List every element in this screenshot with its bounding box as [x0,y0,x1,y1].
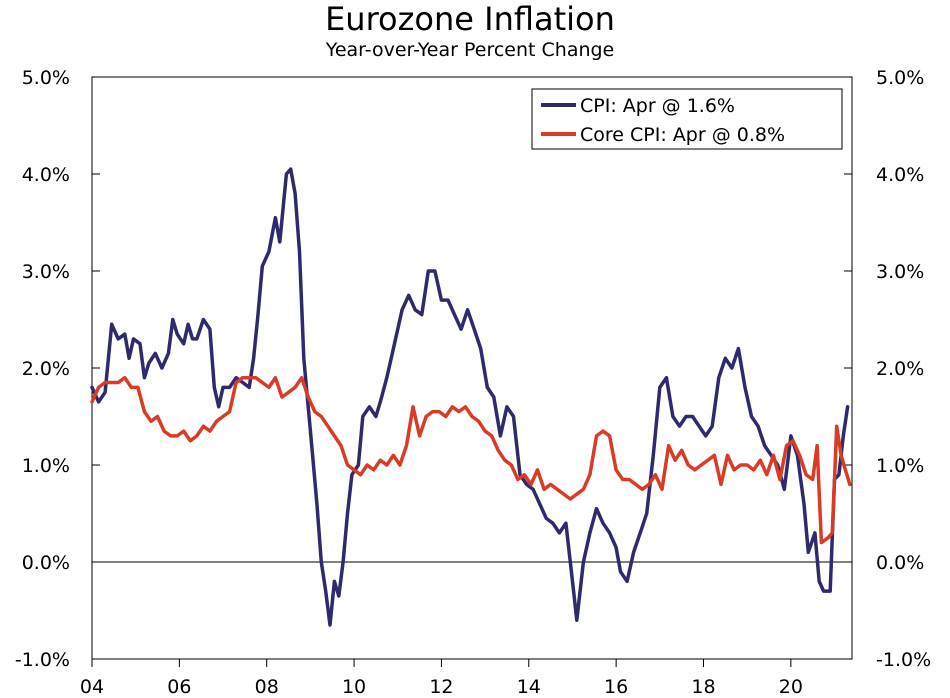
chart-subtitle: Year-over-Year Percent Change [325,39,615,61]
plot-area [91,76,853,660]
legend-box [531,88,843,150]
x-tick-label: 04 [80,676,104,698]
y-tick-label-right: 1.0% [876,455,924,477]
legend-label-cpi: CPI: Apr @ 1.6% [580,95,735,117]
x-tick-label: 06 [167,676,191,698]
x-tick-label: 10 [342,676,366,698]
chart-title: Eurozone Inflation [325,0,615,38]
legend-label-core-cpi: Core CPI: Apr @ 0.8% [580,124,785,146]
y-tick-label-left: 2.0% [22,358,70,380]
x-tick-label: 14 [517,676,541,698]
y-tick-label-left: 4.0% [22,164,70,186]
cpi-series-line [90,167,850,627]
y-tick-label-left: 0.0% [22,552,70,574]
y-tick-label-left: 5.0% [22,67,70,89]
y-tick-label-right: 5.0% [876,67,924,89]
y-tick-label-right: 2.0% [876,358,924,380]
y-tick-label-right: -1.0% [876,649,931,671]
x-tick-label: 08 [255,676,279,698]
x-tick-label: 20 [779,676,803,698]
y-tick-label-right: 0.0% [876,552,924,574]
y-tick-label-right: 4.0% [876,164,924,186]
legend: CPI: Apr @ 1.6% Core CPI: Apr @ 0.8% [531,88,843,150]
y-tick-label-left: 3.0% [22,261,70,283]
x-tick-label: 18 [691,676,715,698]
y-tick-label-left: -1.0% [15,649,70,671]
x-tick-label: 12 [429,676,453,698]
x-tick-label: 16 [604,676,628,698]
y-tick-label-right: 3.0% [876,261,924,283]
core-cpi-series-line [90,375,852,545]
y-tick-label-left: 1.0% [22,455,70,477]
